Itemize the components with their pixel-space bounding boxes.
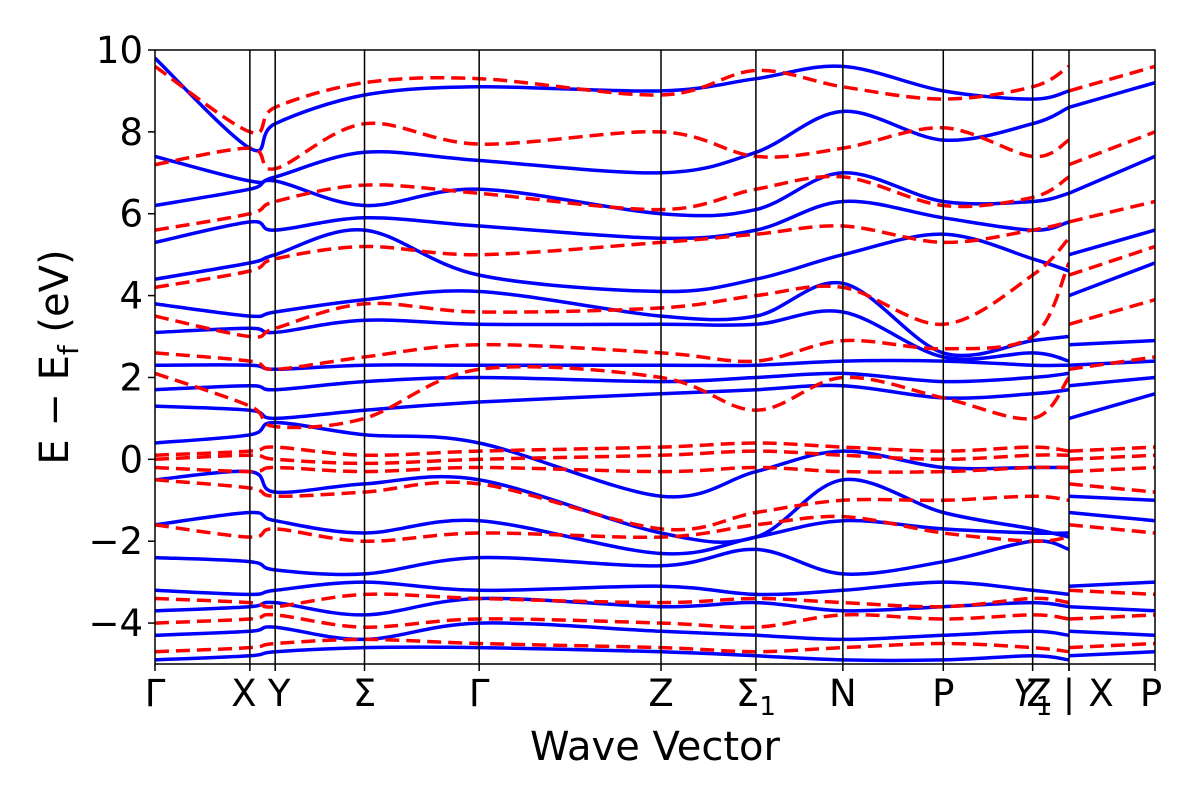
plot-frame (154, 49, 1156, 665)
solid-band-seg2-6 (1069, 392, 1155, 421)
dashed-band-seg2-7 (1069, 445, 1155, 453)
x-tick-label: Γ (469, 672, 490, 715)
x-tick-label: Z (648, 672, 673, 715)
dashed-band-11 (155, 220, 1069, 290)
dashed-band-1 (155, 612, 1069, 630)
dashed-band-12 (155, 174, 1069, 232)
solid-band-2 (155, 596, 1069, 617)
solid-band-seg2-0 (1069, 649, 1155, 658)
solid-band-3 (155, 580, 1069, 597)
solid-band-seg2-9 (1069, 338, 1155, 347)
y-tick-label: 0 (119, 438, 143, 481)
solid-band-15 (155, 171, 1069, 218)
y-tick-label: −2 (88, 520, 143, 563)
x-tick-label: X (231, 672, 256, 715)
solid-band-6 (155, 469, 1069, 545)
dashed-band-seg2-0 (1069, 641, 1155, 650)
x-tick-label: Σ (353, 672, 376, 715)
solid-band-seg2-12 (1069, 154, 1155, 195)
dashed-band-seg2-6 (1069, 453, 1155, 462)
y-axis-label: E − Ef (eV) (32, 249, 85, 464)
dashed-band-seg2-12 (1069, 130, 1155, 167)
dashed-band-6 (155, 449, 1069, 466)
bands-main-panel (155, 56, 1069, 663)
dashed-band-seg2-2 (1069, 588, 1155, 597)
dashed-band-seg2-9 (1069, 298, 1155, 326)
solid-band-seg2-10 (1069, 261, 1155, 298)
dashed-band-seg2-8 (1069, 355, 1155, 372)
solid-band-seg2-13 (1069, 81, 1155, 109)
x-tick-label: Γ (145, 672, 166, 715)
dashed-band-5 (155, 465, 1069, 474)
x-tick-label: P (1140, 672, 1162, 715)
x-axis-label: Wave Vector (530, 724, 781, 770)
dashed-band-0 (155, 637, 1069, 654)
solid-band-seg2-3 (1069, 580, 1155, 588)
dashed-band-seg2-11 (1069, 199, 1155, 224)
x-tick-label: Y (267, 672, 291, 715)
x-tick-label: P (932, 672, 954, 715)
y-tick-label: 10 (96, 29, 143, 72)
solid-band-seg2-7 (1069, 375, 1155, 388)
solid-band-seg2-2 (1069, 604, 1155, 613)
y-tick-label: 8 (119, 111, 143, 154)
y-tick-label: 2 (119, 356, 143, 399)
dashed-band-seg2-1 (1069, 613, 1155, 621)
x-tick-label: X (1088, 672, 1113, 715)
dashed-band-4 (155, 478, 1069, 532)
x-tick-label: Y1 (1013, 672, 1052, 722)
dashed-band-seg2-5 (1069, 465, 1155, 474)
x-axis-ticks: Γ X Y Σ Γ Z Σ1 N P Y1Z | X P (145, 664, 1162, 722)
solid-band-7 (155, 420, 1069, 499)
dashed-band-3 (155, 514, 1069, 544)
solid-band-16 (155, 105, 1069, 185)
solid-band-13 (155, 228, 1069, 294)
x-tick-label: Σ1 (736, 672, 776, 722)
solid-band-5 (155, 510, 1069, 556)
solid-band-14 (155, 199, 1069, 245)
solid-band-9 (155, 371, 1069, 392)
solid-band-10 (155, 358, 1069, 372)
dashed-band-10 (155, 237, 1069, 339)
solid-band-11 (155, 309, 1069, 363)
x-tick-label: N (829, 672, 857, 715)
y-tick-label: 6 (119, 193, 143, 236)
dashed-band-seg2-3 (1069, 523, 1155, 535)
dashed-band-2 (155, 592, 1069, 609)
dashed-band-seg2-4 (1069, 482, 1155, 494)
solid-band-8 (155, 383, 1069, 421)
solid-band-seg2-4 (1069, 510, 1155, 523)
solid-band-4 (155, 539, 1069, 577)
bands-second-panel (1069, 64, 1155, 658)
solid-band-seg2-11 (1069, 228, 1155, 257)
high-symmetry-lines (249, 50, 1070, 664)
solid-band-seg2-1 (1069, 629, 1155, 638)
x-tick-label: Z (1026, 672, 1051, 715)
solid-band-17 (155, 56, 1069, 153)
solid-band-1 (155, 621, 1069, 642)
segment-break-marker: | (1063, 672, 1075, 715)
y-tick-label: 4 (119, 275, 143, 318)
dashed-band-7 (155, 441, 1069, 458)
dashed-band-seg2-10 (1069, 244, 1155, 277)
y-axis-ticks: −4 −2 0 2 4 6 8 10 (88, 29, 155, 645)
dashed-band-seg2-13 (1069, 64, 1155, 93)
solid-band-seg2-5 (1069, 494, 1155, 503)
solid-band-0 (155, 645, 1069, 663)
dashed-band-14 (155, 64, 1069, 135)
y-tick-label: −4 (88, 602, 143, 645)
